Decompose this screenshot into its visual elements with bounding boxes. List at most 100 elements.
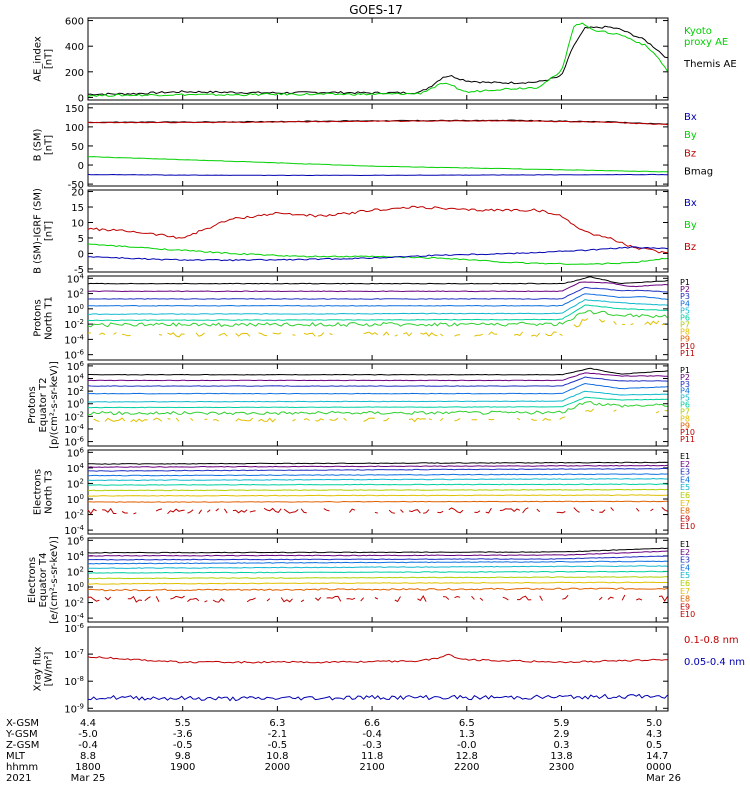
series-line [395, 335, 398, 337]
y-tick-label: 100 [67, 581, 84, 594]
series-line [409, 510, 420, 514]
series-line [364, 418, 375, 421]
legend-entry: Bz [684, 148, 696, 159]
y-tick-label: 150 [65, 104, 84, 115]
series-line [472, 596, 475, 599]
series-line [88, 277, 668, 284]
legend-entry: P11 [680, 349, 695, 358]
axis-cell-value: 5.9 [554, 718, 570, 729]
series-line [449, 508, 463, 513]
series-line [88, 402, 668, 415]
axis-cell-value: 4.3 [646, 729, 662, 740]
y-tick-label: 102 [67, 565, 84, 578]
series-line [418, 596, 427, 602]
series-line [187, 598, 198, 601]
y-tick-label: 400 [65, 42, 84, 53]
series-line [304, 419, 310, 421]
series-line [105, 597, 111, 600]
legend-entry: Bx [684, 112, 697, 123]
series-line [273, 333, 282, 334]
series-line [330, 418, 339, 420]
series-line [88, 588, 668, 591]
series-line [562, 595, 568, 599]
series-line [517, 596, 531, 600]
series-line [437, 511, 443, 512]
series-line [196, 333, 205, 336]
y-tick-label: 0 [78, 93, 84, 104]
axis-row-label: X-GSM [6, 718, 39, 729]
series-line [224, 509, 227, 513]
series-line [395, 597, 401, 602]
series-line [88, 174, 668, 175]
panel-frame [88, 104, 668, 186]
y-axis-label: Electrons [33, 469, 44, 515]
series-line [614, 321, 617, 324]
axis-row-label: hhmm [6, 762, 38, 773]
y-axis-label: [e/(cm²-s-sr-keV)] [49, 536, 60, 624]
series-line [599, 597, 602, 600]
series-line [383, 332, 389, 335]
axis-cell-value: -0.4 [78, 740, 98, 751]
axis-cell-value: -0.3 [362, 740, 382, 751]
series-line [213, 420, 219, 422]
legend-entry: Bmag [684, 167, 713, 178]
y-tick-label: 5 [78, 234, 84, 245]
y-tick-label: 0 [78, 161, 84, 172]
y-tick-label: 10-8 [64, 675, 84, 688]
y-tick-label: 10-4 [64, 333, 84, 346]
axis-cell-value: 0.3 [554, 740, 570, 751]
axis-cell-value: 13.8 [550, 751, 572, 762]
series-line [474, 334, 483, 336]
series-line [176, 418, 179, 421]
series-line [170, 596, 184, 599]
series-line [88, 501, 668, 502]
axis-cell-value: 0.5 [646, 740, 662, 751]
series-line [88, 484, 668, 485]
series-line [88, 462, 668, 464]
series-line [247, 598, 256, 602]
series-line [88, 247, 668, 261]
y-axis-label: Equator T4 [38, 553, 49, 608]
y-tick-label: 104 [67, 550, 85, 563]
series-line [88, 468, 668, 471]
series-line [88, 571, 668, 573]
legend-entry: E10 [680, 522, 695, 531]
series-line [585, 409, 594, 412]
series-line [102, 509, 116, 514]
axis-cell-value: 1800 [75, 762, 100, 773]
axis-cell-value: 6.6 [364, 718, 380, 729]
series-line [455, 597, 461, 598]
series-line [168, 419, 171, 420]
series-line [105, 418, 125, 421]
axis-cell-value: 9.8 [175, 751, 191, 762]
series-line [455, 418, 461, 421]
legend-entry: P11 [680, 435, 695, 444]
series-line [486, 508, 492, 513]
series-line [159, 335, 162, 336]
series-line [656, 411, 659, 413]
series-line [153, 418, 162, 421]
series-line [293, 335, 296, 336]
series-line [420, 333, 437, 336]
series-line [560, 334, 563, 335]
series-line [531, 333, 540, 336]
series-line [88, 561, 668, 564]
axis-cell-value: 14.7 [646, 751, 668, 762]
y-tick-label: 600 [65, 17, 84, 28]
series-line [114, 333, 117, 335]
y-tick-label: 10-9 [64, 702, 84, 715]
series-line [545, 332, 556, 336]
y-tick-label: 104 [67, 462, 85, 475]
legend-entry: proxy AE [684, 37, 728, 48]
y-axis-label: North T1 [44, 296, 55, 340]
series-line [557, 512, 566, 513]
y-axis-label: [W/m²] [44, 651, 55, 686]
series-line [99, 333, 105, 335]
series-line [122, 512, 128, 514]
series-line [88, 694, 668, 700]
